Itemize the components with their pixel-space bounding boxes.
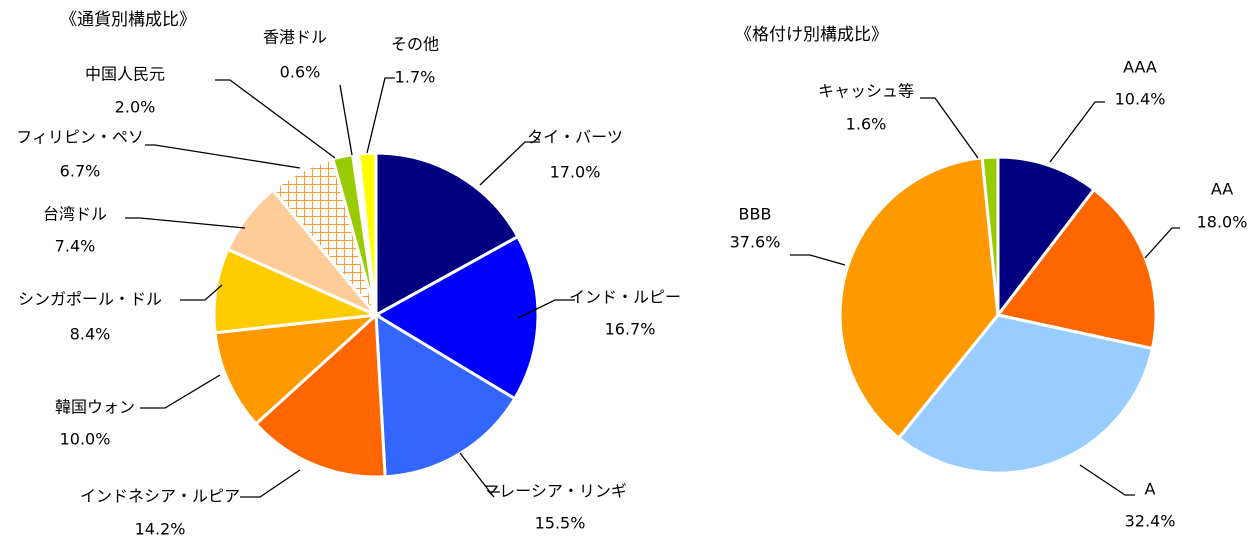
leader-line xyxy=(125,217,246,229)
pie-slice xyxy=(374,151,520,318)
pie-slice xyxy=(213,313,381,426)
slice-label: AA xyxy=(1211,180,1233,199)
slice-label: シンガポール・ドル xyxy=(18,290,162,309)
value-label: 1.7% xyxy=(395,68,436,87)
slice-label: フィリピン・ペソ xyxy=(16,128,144,147)
pie-slice xyxy=(980,155,1000,316)
value-label: 14.2% xyxy=(135,520,186,539)
value-label: 10.4% xyxy=(1115,90,1166,109)
leader-line xyxy=(366,77,395,154)
slice-label: 台湾ドル xyxy=(43,205,107,224)
leader-line xyxy=(180,284,223,301)
slice-label: AAA xyxy=(1123,58,1157,77)
leader-line xyxy=(517,299,575,319)
value-label: 18.0% xyxy=(1197,213,1248,232)
value-label: 10.0% xyxy=(60,430,111,449)
pie-slice xyxy=(996,155,1097,320)
leader-line xyxy=(215,79,336,159)
value-label: 8.4% xyxy=(70,325,111,344)
value-label: 2.0% xyxy=(115,98,156,117)
leader-line xyxy=(459,452,500,493)
pie-slice xyxy=(896,313,1155,475)
leader-line xyxy=(240,469,301,498)
leader-line xyxy=(1049,101,1105,163)
leader-line xyxy=(1144,227,1180,259)
leader-line xyxy=(140,374,221,409)
slice-label: BBB xyxy=(739,205,772,224)
slice-label: 中国人民元 xyxy=(85,65,165,84)
value-label: 6.7% xyxy=(60,162,101,181)
pie-slice xyxy=(374,312,517,479)
slice-label: 香港ドル xyxy=(263,28,327,47)
slice-label: 韓国ウォン xyxy=(55,398,135,417)
leader-line xyxy=(145,144,301,169)
pie-slice xyxy=(253,311,387,479)
pie-slice xyxy=(373,234,540,401)
slice-label: タイ・バーツ xyxy=(527,128,623,147)
value-label: 32.4% xyxy=(1125,512,1176,531)
slice-label: インド・ルピー xyxy=(569,288,681,307)
value-label: 37.6% xyxy=(730,233,781,252)
slice-label: インドネシア・ルピア xyxy=(80,487,240,506)
leader-line xyxy=(479,141,540,186)
chart-title: 《格付け別構成比》 xyxy=(735,25,888,45)
slice-label: キャッシュ等 xyxy=(818,82,914,101)
leader-line xyxy=(920,97,979,159)
value-label: 15.5% xyxy=(535,514,586,533)
pie-slice xyxy=(995,187,1158,351)
leader-line xyxy=(1079,464,1135,496)
leader-line xyxy=(790,254,846,266)
slice-label: マレーシア・リンギ xyxy=(483,482,627,501)
pie-slice xyxy=(357,151,378,316)
value-label: 7.4% xyxy=(55,237,96,256)
value-label: 0.6% xyxy=(280,63,321,82)
slice-label: A xyxy=(1145,480,1156,499)
pie-slice xyxy=(838,156,1000,441)
leader-line xyxy=(339,84,353,156)
value-label: 1.6% xyxy=(846,115,887,134)
value-label: 16.7% xyxy=(605,320,656,339)
value-label: 17.0% xyxy=(550,163,601,182)
chart-title: 《通貨別構成比》 xyxy=(60,10,196,30)
slice-label: その他 xyxy=(391,35,439,54)
